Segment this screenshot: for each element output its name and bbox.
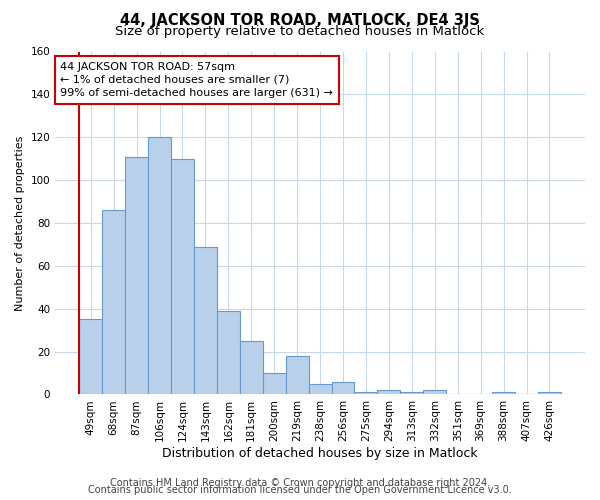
Text: 44, JACKSON TOR ROAD, MATLOCK, DE4 3JS: 44, JACKSON TOR ROAD, MATLOCK, DE4 3JS — [120, 12, 480, 28]
Bar — [148, 137, 171, 394]
Bar — [125, 156, 148, 394]
Text: Contains public sector information licensed under the Open Government Licence v3: Contains public sector information licen… — [88, 485, 512, 495]
Bar — [308, 384, 332, 394]
Bar — [79, 320, 102, 394]
Bar — [332, 382, 355, 394]
Bar — [400, 392, 423, 394]
Text: Size of property relative to detached houses in Matlock: Size of property relative to detached ho… — [115, 25, 485, 38]
Bar — [286, 356, 308, 395]
Bar — [171, 158, 194, 394]
Text: 44 JACKSON TOR ROAD: 57sqm
← 1% of detached houses are smaller (7)
99% of semi-d: 44 JACKSON TOR ROAD: 57sqm ← 1% of detac… — [61, 62, 334, 98]
Bar — [217, 311, 240, 394]
Bar — [423, 390, 446, 394]
Bar — [377, 390, 400, 394]
Bar — [102, 210, 125, 394]
Bar — [240, 341, 263, 394]
Bar — [355, 392, 377, 394]
Bar — [538, 392, 561, 394]
Text: Contains HM Land Registry data © Crown copyright and database right 2024.: Contains HM Land Registry data © Crown c… — [110, 478, 490, 488]
Bar — [263, 373, 286, 394]
Y-axis label: Number of detached properties: Number of detached properties — [15, 136, 25, 310]
Bar — [492, 392, 515, 394]
Bar — [194, 246, 217, 394]
X-axis label: Distribution of detached houses by size in Matlock: Distribution of detached houses by size … — [162, 447, 478, 460]
